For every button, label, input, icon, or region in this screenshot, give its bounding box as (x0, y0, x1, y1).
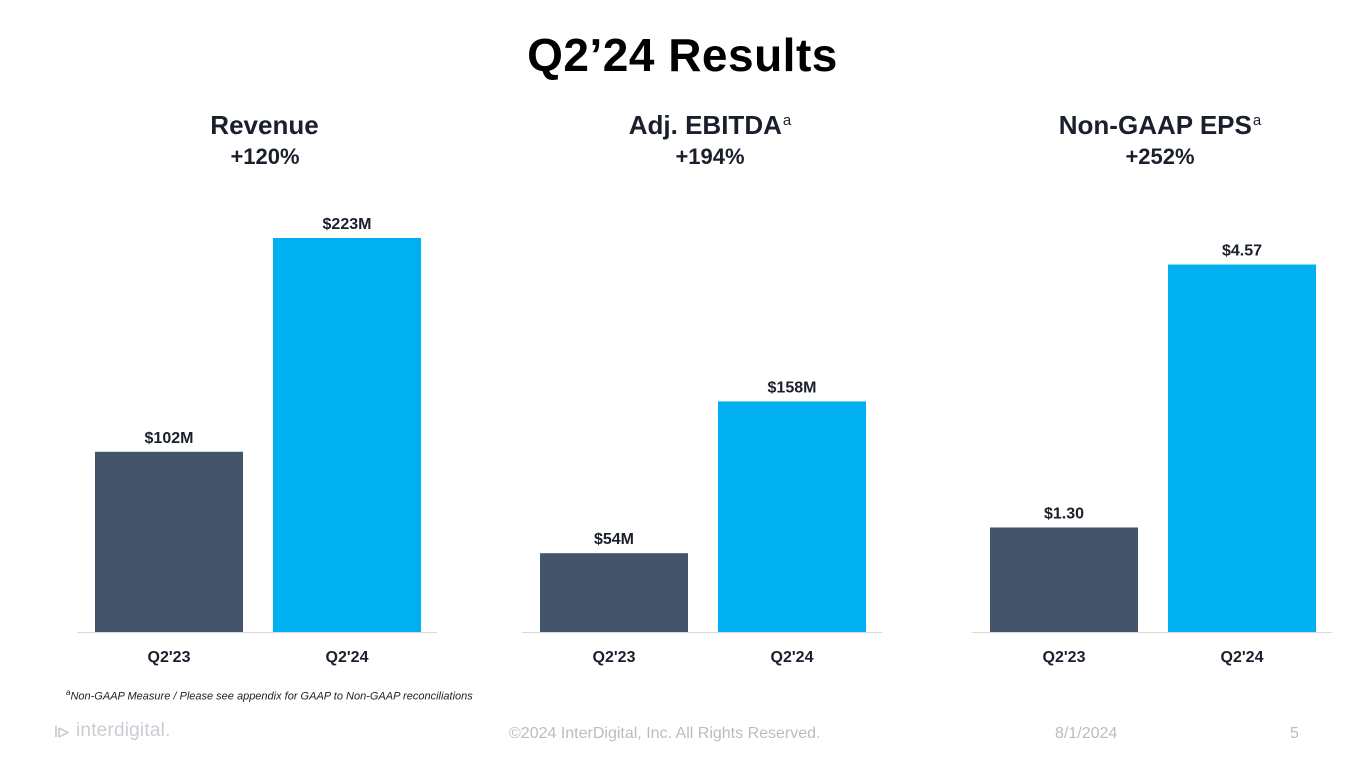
bar-q223 (95, 451, 243, 632)
x-tick-label: Q2'23 (1043, 649, 1086, 666)
footer-date: 8/1/2024 (1055, 725, 1118, 742)
x-tick-label: Q2'24 (1221, 649, 1264, 666)
bar-q224 (1168, 264, 1316, 632)
data-label: $223M (323, 216, 372, 233)
x-tick-label: Q2'23 (593, 649, 636, 666)
interdigital-logo: interdigital. (54, 720, 170, 742)
x-tick-label: Q2'24 (326, 649, 369, 666)
footnote-text: Non-GAAP Measure / Please see appendix f… (70, 690, 473, 703)
footnote: aNon-GAAP Measure / Please see appendix … (66, 688, 473, 703)
data-label: $54M (594, 531, 634, 548)
data-label: $4.57 (1222, 243, 1262, 260)
revenue-chart: Revenue +120% $102M Q2'23 $223M Q2'24 (75, 105, 455, 675)
bar-q224 (718, 401, 866, 632)
logo-text: interdigital. (76, 720, 171, 741)
data-label: $102M (145, 430, 194, 447)
footnote-marker: a (66, 688, 71, 697)
chart-plot: $54M Q2'23 $158M Q2'24 (522, 379, 882, 666)
chart-title-text: Revenue (210, 110, 319, 140)
chart-title: Revenue (75, 110, 455, 141)
bar-q223 (540, 553, 688, 632)
x-tick-label: Q2'23 (148, 649, 191, 666)
adj-ebitda-chart: Adj. EBITDAa +194% $54M Q2'23 $158M Q2'24 (520, 105, 900, 675)
chart-title-text: Non-GAAP EPS (1058, 110, 1252, 140)
x-tick-label: Q2'24 (771, 649, 814, 666)
chart-change: +252% (1125, 144, 1195, 169)
chart-plot: $1.30 Q2'23 $4.57 Q2'24 (972, 243, 1332, 666)
chart-title-text: Adj. EBITDA (628, 110, 782, 140)
chart-change: +194% (675, 144, 745, 169)
chart-title: Adj. EBITDAa (520, 110, 900, 141)
data-label: $158M (768, 379, 817, 396)
chart-change: +120% (230, 144, 300, 169)
chart-title-marker: a (1252, 112, 1262, 129)
copyright-text: ©2024 InterDigital, Inc. All Rights Rese… (509, 725, 821, 742)
chart-title-marker: a (782, 112, 792, 129)
data-label: $1.30 (1044, 505, 1084, 522)
chart-plot: $102M Q2'23 $223M Q2'24 (77, 216, 437, 666)
non-gaap-eps-chart: Non-GAAP EPSa +252% $1.30 Q2'23 $4.57 Q2'24 (970, 105, 1350, 675)
slide-title: Q2’24 Results (527, 29, 838, 81)
bar-q224 (273, 238, 421, 632)
chart-title: Non-GAAP EPSa (970, 110, 1350, 141)
page-number: 5 (1290, 725, 1299, 742)
interdigital-logo-icon (55, 726, 69, 738)
bar-q223 (990, 527, 1138, 632)
